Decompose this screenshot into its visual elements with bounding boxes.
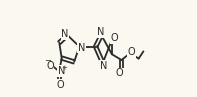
Text: N: N bbox=[58, 66, 65, 76]
Text: +: + bbox=[61, 65, 67, 71]
Text: O: O bbox=[111, 33, 119, 43]
Text: O: O bbox=[115, 68, 123, 78]
Text: N: N bbox=[97, 27, 105, 37]
Text: O: O bbox=[127, 47, 135, 57]
Text: O: O bbox=[46, 61, 54, 71]
Text: N: N bbox=[61, 29, 69, 39]
Text: N: N bbox=[100, 61, 107, 71]
Text: O: O bbox=[57, 80, 64, 90]
Text: −: − bbox=[44, 56, 51, 65]
Text: N: N bbox=[78, 43, 85, 53]
